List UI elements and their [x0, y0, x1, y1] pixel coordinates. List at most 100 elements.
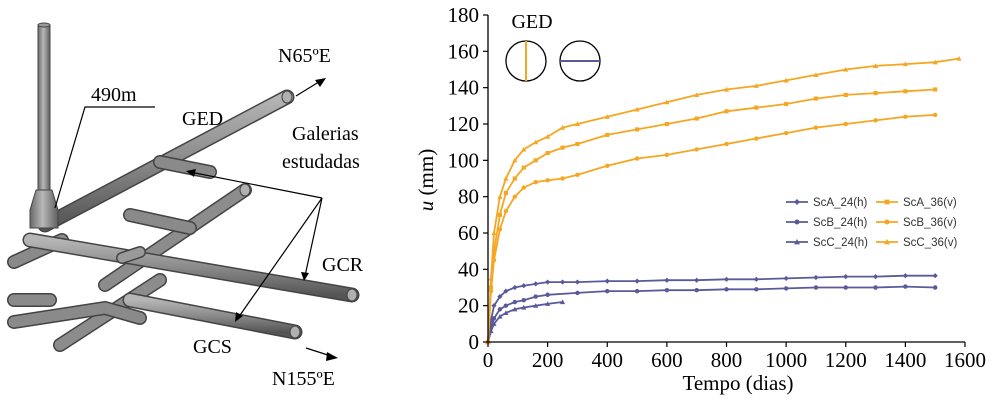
- label-south-east: N155ºE: [272, 368, 335, 390]
- x-tick-label: 400: [592, 348, 624, 372]
- legend-marker: [794, 199, 800, 205]
- data-point: [634, 278, 640, 284]
- callout-gcr: [304, 197, 323, 277]
- data-point: [605, 288, 610, 294]
- data-point: [533, 139, 539, 145]
- data-point: [521, 283, 527, 289]
- data-point: [813, 72, 819, 78]
- label-north-east: N65ºE: [278, 45, 331, 67]
- data-point: [503, 190, 508, 196]
- data-point: [843, 285, 848, 290]
- y-tick-label: 160: [448, 39, 480, 63]
- callout-ged-head: [186, 169, 196, 177]
- chart-title: GED: [511, 11, 552, 33]
- data-point: [497, 194, 503, 199]
- data-point: [488, 328, 494, 334]
- data-point: [512, 157, 518, 163]
- x-tick-label: 0: [483, 348, 494, 372]
- data-point: [754, 287, 759, 292]
- data-point: [533, 303, 539, 308]
- data-point: [843, 121, 848, 127]
- depth-callout: [54, 106, 155, 209]
- legend-item: ScA_36(v): [876, 197, 957, 209]
- legend-marker: [884, 199, 890, 205]
- data-point: [545, 279, 551, 285]
- series-line: [487, 114, 936, 343]
- data-point: [753, 276, 759, 282]
- data-point: [664, 277, 670, 283]
- y-axis-label-unit: (mm): [414, 149, 438, 201]
- data-point: [521, 146, 527, 152]
- data-point: [533, 158, 538, 163]
- data-point: [932, 112, 938, 118]
- series-line: [487, 57, 960, 343]
- callout-gcs: [237, 197, 323, 319]
- data-point: [533, 281, 539, 287]
- data-point: [604, 278, 610, 284]
- data-point: [902, 61, 908, 67]
- data-point: [560, 176, 565, 181]
- data-point: [491, 316, 497, 321]
- data-point: [783, 130, 789, 136]
- data-point: [784, 101, 789, 107]
- x-tick-label: 1400: [884, 348, 926, 372]
- data-point: [533, 294, 538, 299]
- series-line: [487, 285, 936, 343]
- data-point: [694, 277, 700, 283]
- data-point: [497, 293, 503, 300]
- data-point: [574, 279, 581, 285]
- legend-item: ScA_24(h): [786, 197, 868, 209]
- data-point: [559, 299, 566, 305]
- data-point: [664, 121, 669, 127]
- y-tick-label: 60: [458, 221, 479, 245]
- data-point: [843, 274, 849, 280]
- data-point: [604, 114, 610, 119]
- label-ged: GED: [182, 108, 223, 130]
- gallery-diagram: N65ºE 490m GED Galerias estudadas GCR GCS…: [7, 22, 364, 390]
- data-point: [503, 288, 509, 294]
- data-point: [813, 274, 819, 281]
- label-studied-line: estudadas: [282, 151, 360, 173]
- series-line: [487, 274, 936, 343]
- y-axis-label-var: u: [414, 201, 438, 212]
- data-point: [754, 105, 759, 110]
- data-point: [533, 179, 538, 185]
- label-studied: Galerias estudadas: [282, 123, 360, 173]
- y-tick-label: 20: [458, 294, 479, 318]
- y-tick-label: 100: [448, 148, 480, 172]
- data-point: [512, 299, 518, 305]
- data-point: [605, 163, 610, 168]
- data-point: [903, 89, 908, 94]
- data-point: [724, 109, 729, 114]
- data-point: [491, 230, 497, 236]
- series-line: [487, 301, 563, 343]
- series-ScA_36(v): [485, 87, 938, 345]
- x-tick-label: 1000: [765, 348, 807, 372]
- legend: ScA_24(h) ScB_24(h) ScC_24(h) ScA_36(v) ScB_…: [786, 197, 957, 249]
- data-point: [503, 208, 509, 214]
- data-point: [634, 156, 640, 161]
- legend-label: ScB_24(h): [813, 217, 868, 229]
- data-point: [903, 284, 908, 289]
- data-point: [813, 285, 819, 290]
- data-point: [497, 313, 503, 319]
- arrow-ne-head: [315, 78, 326, 87]
- shaft: [29, 22, 59, 229]
- data-point: [512, 306, 518, 312]
- data-point: [873, 91, 878, 96]
- legend-marker: [884, 239, 890, 245]
- data-point: [605, 132, 610, 137]
- data-point: [783, 275, 789, 282]
- data-point: [634, 106, 640, 112]
- data-point: [932, 59, 938, 65]
- x-tick-label: 1200: [825, 348, 867, 372]
- y-tick-label: 120: [448, 112, 480, 136]
- x-ticks: 0 200 400 600 800 1000 1200 1400 1600: [483, 342, 986, 372]
- data-point: [575, 290, 580, 296]
- data-point: [521, 304, 527, 310]
- y-tick-label: 180: [448, 3, 480, 27]
- data-point: [497, 307, 503, 312]
- data-point: [521, 185, 526, 190]
- series-ScB_24(h): [485, 284, 938, 345]
- data-point: [932, 273, 938, 279]
